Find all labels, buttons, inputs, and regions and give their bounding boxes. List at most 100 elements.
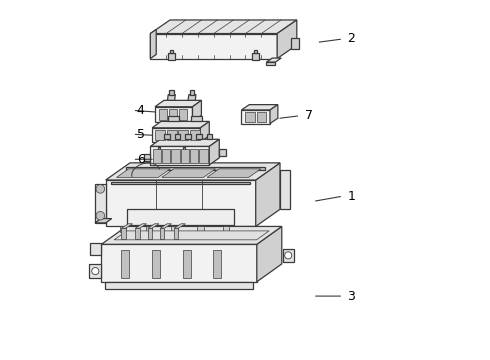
Polygon shape — [167, 130, 177, 140]
Polygon shape — [155, 100, 201, 107]
Polygon shape — [95, 219, 112, 223]
Polygon shape — [106, 180, 256, 226]
Polygon shape — [223, 226, 229, 232]
Polygon shape — [150, 30, 156, 59]
Polygon shape — [169, 90, 173, 95]
Polygon shape — [188, 214, 197, 224]
Circle shape — [92, 267, 99, 275]
Polygon shape — [220, 149, 226, 156]
Polygon shape — [192, 116, 202, 121]
Polygon shape — [267, 58, 281, 62]
Polygon shape — [207, 134, 213, 139]
Polygon shape — [242, 105, 278, 110]
Polygon shape — [106, 163, 280, 180]
Polygon shape — [257, 226, 282, 282]
Polygon shape — [101, 226, 282, 244]
Polygon shape — [207, 169, 261, 177]
Text: 4: 4 — [137, 104, 145, 117]
Polygon shape — [256, 163, 280, 226]
Polygon shape — [146, 226, 152, 232]
Polygon shape — [174, 228, 178, 239]
Polygon shape — [190, 130, 200, 140]
Polygon shape — [144, 154, 150, 161]
Polygon shape — [152, 128, 200, 142]
Text: 6: 6 — [137, 153, 145, 166]
Polygon shape — [117, 169, 171, 177]
Polygon shape — [120, 226, 126, 232]
Polygon shape — [148, 224, 159, 228]
Polygon shape — [267, 62, 275, 65]
Polygon shape — [174, 224, 185, 228]
Polygon shape — [185, 134, 191, 139]
Polygon shape — [209, 139, 220, 165]
Polygon shape — [164, 134, 170, 139]
Polygon shape — [181, 149, 189, 163]
Polygon shape — [183, 249, 191, 278]
Polygon shape — [218, 214, 227, 224]
Polygon shape — [127, 208, 234, 225]
Polygon shape — [95, 184, 106, 223]
Polygon shape — [193, 100, 201, 122]
Polygon shape — [155, 130, 165, 140]
Polygon shape — [150, 20, 297, 33]
Polygon shape — [152, 249, 160, 278]
Circle shape — [96, 211, 104, 220]
Polygon shape — [153, 149, 161, 163]
Polygon shape — [89, 264, 101, 278]
Polygon shape — [135, 228, 140, 239]
Polygon shape — [160, 228, 165, 239]
Polygon shape — [291, 38, 299, 49]
Polygon shape — [277, 20, 297, 59]
Polygon shape — [168, 116, 179, 121]
Text: 1: 1 — [347, 190, 355, 203]
Polygon shape — [190, 149, 198, 163]
Polygon shape — [283, 249, 294, 262]
Polygon shape — [168, 95, 175, 100]
Polygon shape — [156, 142, 165, 147]
Polygon shape — [114, 231, 269, 240]
Polygon shape — [148, 228, 152, 239]
Text: 7: 7 — [305, 109, 313, 122]
Polygon shape — [254, 50, 257, 53]
Polygon shape — [122, 228, 125, 239]
Polygon shape — [280, 170, 290, 209]
Polygon shape — [125, 167, 265, 170]
Circle shape — [96, 185, 104, 193]
Polygon shape — [127, 214, 136, 224]
Polygon shape — [155, 107, 193, 122]
Polygon shape — [179, 109, 187, 120]
Polygon shape — [188, 95, 196, 100]
Polygon shape — [150, 139, 220, 147]
Polygon shape — [199, 149, 208, 163]
Polygon shape — [150, 33, 277, 59]
Polygon shape — [270, 105, 278, 123]
Polygon shape — [190, 90, 194, 95]
Polygon shape — [183, 147, 185, 150]
Text: 3: 3 — [347, 289, 355, 303]
Polygon shape — [196, 134, 202, 139]
Circle shape — [285, 252, 292, 259]
Polygon shape — [158, 147, 160, 150]
Polygon shape — [181, 142, 191, 147]
Polygon shape — [257, 112, 266, 122]
Polygon shape — [252, 53, 259, 60]
Polygon shape — [168, 53, 174, 60]
Polygon shape — [214, 249, 221, 278]
Polygon shape — [101, 244, 257, 282]
Polygon shape — [135, 224, 147, 228]
Text: 5: 5 — [137, 128, 145, 141]
Polygon shape — [90, 243, 101, 255]
Polygon shape — [200, 121, 209, 142]
Polygon shape — [178, 130, 189, 140]
Polygon shape — [122, 224, 133, 228]
Polygon shape — [105, 282, 253, 289]
Polygon shape — [172, 149, 180, 163]
Polygon shape — [174, 134, 180, 139]
Polygon shape — [172, 226, 178, 232]
Polygon shape — [170, 50, 173, 53]
Polygon shape — [245, 112, 254, 122]
Polygon shape — [121, 249, 129, 278]
Polygon shape — [157, 214, 167, 224]
Polygon shape — [162, 149, 171, 163]
Polygon shape — [150, 147, 209, 165]
